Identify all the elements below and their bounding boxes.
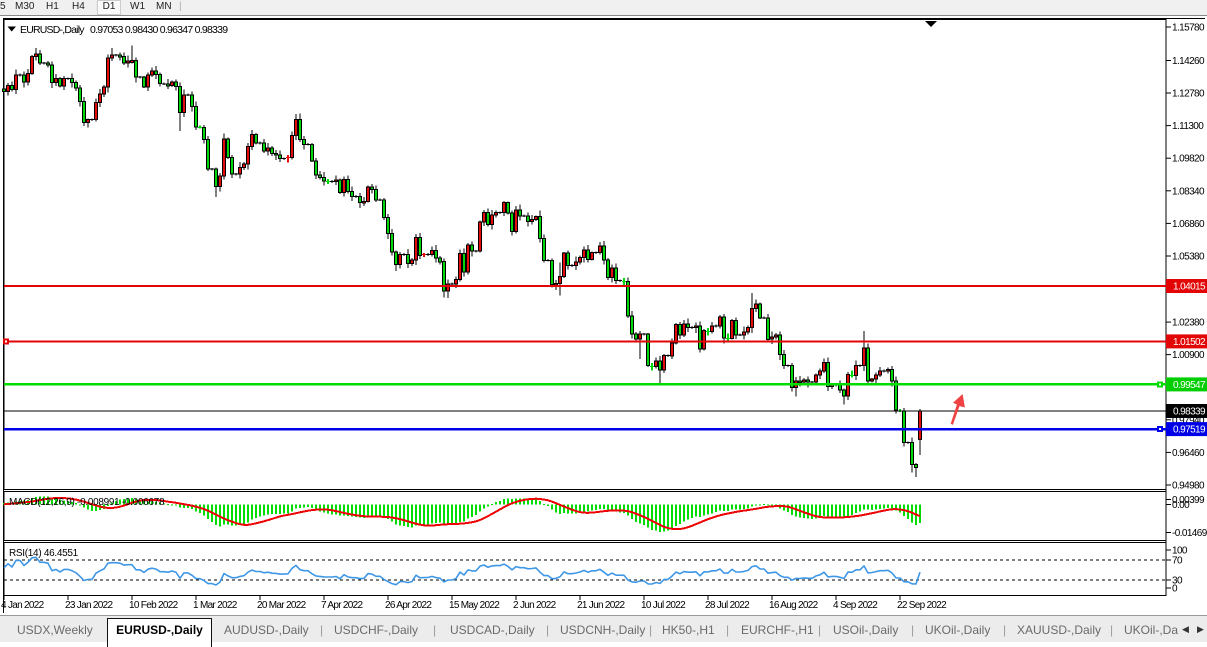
svg-text:100: 100 <box>1172 546 1188 557</box>
svg-text:26 Apr 2022: 26 Apr 2022 <box>385 600 432 611</box>
svg-text:1 Mar 2022: 1 Mar 2022 <box>193 600 238 611</box>
svg-text:-0.01469: -0.01469 <box>1172 528 1207 539</box>
svg-text:2 Jun 2022: 2 Jun 2022 <box>513 600 557 611</box>
svg-text:1.00900: 1.00900 <box>1172 350 1205 361</box>
svg-text:10 Jul 2022: 10 Jul 2022 <box>641 600 686 611</box>
svg-text:0.98339: 0.98339 <box>1173 407 1206 418</box>
svg-text:15 May 2022: 15 May 2022 <box>449 600 500 611</box>
svg-text:0.97940: 0.97940 <box>1172 415 1205 426</box>
svg-text:1.05380: 1.05380 <box>1172 252 1205 263</box>
svg-text:0.97053 0.98430 0.96347 0.9833: 0.97053 0.98430 0.96347 0.98339 <box>90 24 228 36</box>
svg-text:0.96460: 0.96460 <box>1172 448 1205 459</box>
svg-text:1.01502: 1.01502 <box>1173 337 1206 348</box>
svg-text:1.06860: 1.06860 <box>1172 219 1205 230</box>
svg-text:1.04015: 1.04015 <box>1173 282 1206 293</box>
svg-text:RSI(14) 46.4551: RSI(14) 46.4551 <box>9 548 79 559</box>
svg-text:21 Jun 2022: 21 Jun 2022 <box>577 600 625 611</box>
svg-text:1.11300: 1.11300 <box>1172 121 1204 132</box>
svg-text:1.09820: 1.09820 <box>1172 154 1205 165</box>
svg-text:20 Mar 2022: 20 Mar 2022 <box>257 600 307 611</box>
svg-text:1.02380: 1.02380 <box>1172 318 1205 329</box>
svg-text:4 Sep 2022: 4 Sep 2022 <box>833 600 878 611</box>
svg-text:0.97519: 0.97519 <box>1173 425 1206 436</box>
svg-text:1.12780: 1.12780 <box>1172 89 1205 100</box>
svg-text:MACD(12,26,9) -0.008991 -0.006: MACD(12,26,9) -0.008991 -0.006678 <box>9 497 165 508</box>
svg-text:1.08340: 1.08340 <box>1172 186 1205 197</box>
svg-text:16 Aug 2022: 16 Aug 2022 <box>769 600 819 611</box>
svg-text:0: 0 <box>1172 584 1178 595</box>
svg-text:10 Feb 2022: 10 Feb 2022 <box>129 600 179 611</box>
svg-text:1.15780: 1.15780 <box>1172 23 1205 34</box>
svg-text:0.00: 0.00 <box>1172 500 1190 511</box>
svg-text:4 Jan 2022: 4 Jan 2022 <box>1 600 45 611</box>
svg-text:22 Sep 2022: 22 Sep 2022 <box>897 600 947 611</box>
svg-text:EURUSD-,Daily: EURUSD-,Daily <box>20 24 85 36</box>
svg-text:7 Apr 2022: 7 Apr 2022 <box>321 600 364 611</box>
svg-text:30: 30 <box>1172 576 1183 587</box>
svg-text:0.99547: 0.99547 <box>1173 380 1206 391</box>
svg-text:1.14260: 1.14260 <box>1172 56 1205 67</box>
svg-text:0.94980: 0.94980 <box>1172 481 1205 492</box>
svg-text:28 Jul 2022: 28 Jul 2022 <box>705 600 750 611</box>
svg-text:70: 70 <box>1172 556 1183 567</box>
svg-text:0.00399: 0.00399 <box>1172 495 1205 506</box>
svg-text:23 Jan 2022: 23 Jan 2022 <box>65 600 113 611</box>
